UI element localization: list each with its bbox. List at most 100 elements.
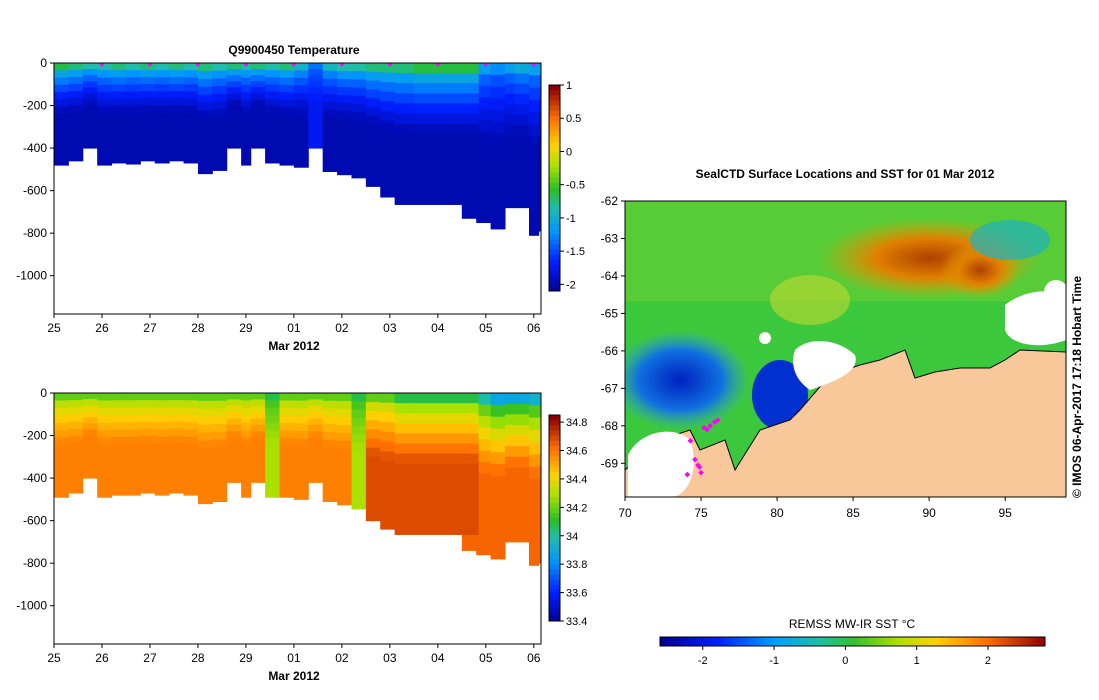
profile-cell [241,121,252,130]
profile-cell [226,405,242,413]
profile-cell [226,393,242,400]
profile-cell [394,174,415,185]
profile-cell [111,393,127,401]
profile-cell [54,70,69,79]
profile-cell [250,399,266,407]
profile-cell [380,168,396,179]
y-tick-label: 0 [40,56,47,70]
profile-cell [413,433,479,445]
profile-cell [505,456,516,468]
profile-cell [82,465,98,473]
profile-cell [241,106,252,115]
profile-cell [380,422,396,433]
profile-cell [365,168,381,179]
profile-cell [351,426,367,435]
profile-cell [308,393,324,400]
profile-cell [279,437,295,446]
profile-cell [265,393,281,401]
profile-cell [476,485,492,498]
profile-cell [111,473,127,482]
profile-cell [183,134,199,143]
profile-cell [125,436,141,445]
profile-cell [250,475,266,483]
profile-cell [514,166,530,178]
profile-cell [538,219,542,232]
profile-cell [183,91,199,100]
profile-cell [365,438,381,449]
profile-cell [380,149,396,160]
profile-cell [212,101,228,110]
profile-cell [538,195,542,208]
profile-cell [351,63,367,72]
profile-cell [279,422,295,431]
profile-cell [322,70,338,79]
profile-cell [226,412,242,420]
profile-cell [538,99,542,112]
x-tick-label: 25 [47,651,61,665]
y-tick-label: 0 [40,386,47,400]
profile-cell [380,187,396,198]
profile-cell [197,400,213,410]
profile-marker [194,63,201,67]
profile-cell [54,77,69,86]
profile-cell [394,483,415,495]
profile-cell [365,420,381,430]
profile-cell [111,105,127,114]
profile-cell [394,524,415,535]
profile-cell [241,84,252,93]
profile-cell [212,408,228,417]
profile-cell [68,97,84,106]
profile-cell [97,482,113,491]
profile-cell [212,400,228,409]
profile-cell [293,468,309,478]
colorbar-segment [549,224,560,230]
profile-cell [183,70,199,78]
profile-cell [365,133,381,143]
profile-cell [308,63,324,70]
profile-cell [538,63,542,76]
profile-cell [226,93,242,100]
profile-cell [394,93,415,104]
temperature-panel: Q9900450 Temperature 0 -200 -400 -600 -800 -1… [16,43,585,353]
profile-cell [54,415,69,424]
profile-cell [490,181,506,194]
profile-cell [226,437,242,445]
colorbar-tick-label: 33.4 [566,616,587,628]
profile-cell [265,407,281,416]
lon-tick-label: 90 [922,506,936,520]
profile-cell [514,186,530,198]
profile-cell [226,81,242,88]
profile-cell [82,135,98,143]
profile-cell [68,125,84,134]
profile-cell [380,499,396,511]
profile-cell [322,109,338,118]
profile-cell [125,84,141,93]
profile-cell [226,123,242,131]
profile-cell [394,473,415,485]
profile-cell [514,135,530,147]
profile-cell [241,150,252,159]
profile-cell [529,75,540,89]
profile-cell [308,456,324,464]
profile-cell [308,463,324,471]
profile-cell [279,467,295,476]
profile-cell [125,400,141,409]
profile-cell [68,464,84,473]
colorbar-segment [549,203,560,210]
profile-cell [169,90,185,99]
profile-cell [322,148,338,157]
profile-cell [394,423,415,434]
profile-cell [265,482,281,491]
profile-cell [154,141,170,150]
profile-cell [308,87,324,94]
colorbar-segment [549,528,560,534]
profile-cell [490,523,506,536]
profile-cell [380,177,396,188]
sea-ice-floe [759,332,771,344]
profile-cell [226,135,242,143]
lat-tick-label: -67 [601,381,619,395]
profile-cell [413,123,479,135]
profile-cell [505,467,516,479]
profile-cell [538,502,542,516]
profile-cell [111,84,127,93]
